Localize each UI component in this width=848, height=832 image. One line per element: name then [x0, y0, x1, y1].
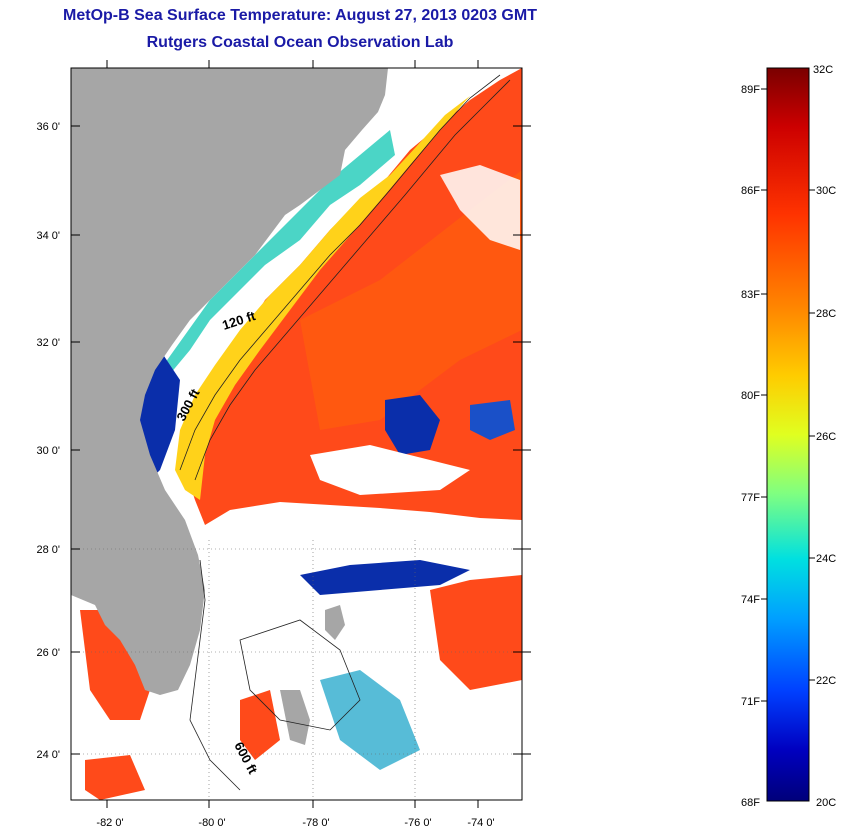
- lat-label-34: 34 0': [36, 230, 60, 242]
- contour-300ft: [194, 79, 511, 481]
- land-mass: [71, 68, 388, 695]
- cb-label-26c: 26C: [816, 431, 836, 443]
- sst-patch-straits: [85, 755, 145, 800]
- sst-patch-bahamas: [320, 670, 420, 770]
- lat-label-30: 30 0': [36, 445, 60, 457]
- cb-label-86f: 86F: [741, 185, 760, 197]
- cb-label-80f: 80F: [741, 390, 760, 402]
- cb-label-28c: 28C: [816, 308, 836, 320]
- map-subtitle: Rutgers Coastal Ocean Observation Lab: [146, 34, 454, 51]
- lon-label-78: -78 0': [302, 817, 329, 829]
- cb-label-89f: 89F: [741, 84, 760, 96]
- cloud-gap: [310, 445, 470, 495]
- lat-label-24: 24 0': [36, 749, 60, 761]
- warm-water-core: [300, 170, 522, 430]
- colorbar-celsius-labels: 32C 30C 28C 26C 24C 22C 20C: [813, 64, 836, 809]
- cb-label-71f: 71F: [741, 696, 760, 708]
- lon-label-82: -82 0': [96, 817, 123, 829]
- map-frame: [70, 67, 523, 801]
- colorbar-fahrenheit-labels: 89F 86F 83F 80F 77F 74F 71F 68F: [741, 84, 760, 809]
- cb-label-30c: 30C: [816, 185, 836, 197]
- colorbar-ticks: [761, 88, 815, 702]
- lat-label-26: 26 0': [36, 647, 60, 659]
- longitude-labels: -82 0' -80 0' -78 0' -76 0' -74 0': [96, 817, 494, 829]
- cb-label-24c: 24C: [816, 553, 836, 565]
- lat-label-32: 32 0': [36, 337, 60, 349]
- sst-patch-southeast: [430, 575, 522, 690]
- cb-label-68f: 68F: [741, 797, 760, 809]
- lat-label-36: 36 0': [36, 121, 60, 133]
- map-area: [71, 68, 522, 800]
- map-ticks: [71, 60, 531, 808]
- cool-water-patch-east: [470, 400, 515, 440]
- map-grid: [71, 540, 522, 800]
- sst-patch-bahamas-west: [240, 690, 280, 760]
- cb-label-77f: 77F: [741, 492, 760, 504]
- cloud-gap-ne: [440, 165, 520, 250]
- cb-label-83f: 83F: [741, 289, 760, 301]
- contour-600ft: [189, 559, 241, 791]
- lon-label-74: -74 0': [467, 817, 494, 829]
- sst-patch-south-blue: [300, 560, 470, 595]
- lon-label-76: -76 0': [404, 817, 431, 829]
- map-title: MetOp-B Sea Surface Temperature: August …: [63, 7, 537, 24]
- bahamas-island: [280, 690, 310, 745]
- cb-label-32c: 32C: [813, 64, 833, 76]
- colorbar: [766, 67, 810, 802]
- coastal-cool-band: [145, 130, 395, 420]
- cool-water-patch-offshore: [385, 395, 440, 455]
- latitude-labels: 36 0' 34 0' 32 0' 30 0' 28 0' 26 0' 24 0…: [36, 121, 60, 761]
- cb-label-74f: 74F: [741, 594, 760, 606]
- cb-label-22c: 22C: [816, 675, 836, 687]
- contour-120ft: [179, 74, 501, 471]
- cb-label-20c: 20C: [816, 797, 836, 809]
- contour-bahamas: [239, 619, 361, 731]
- bahamas-island-north: [325, 605, 345, 640]
- lat-label-28: 28 0': [36, 544, 60, 556]
- lon-label-80: -80 0': [198, 817, 225, 829]
